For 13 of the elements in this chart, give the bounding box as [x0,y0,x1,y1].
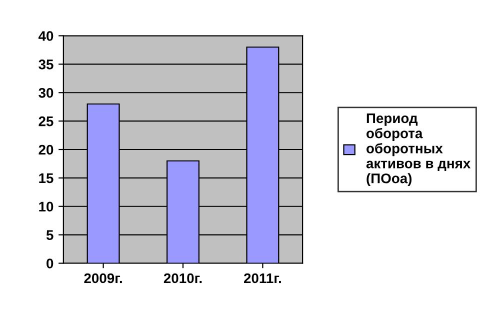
y-tick-label: 40 [38,31,54,41]
y-tick-label: 10 [39,202,54,212]
x-tick-label: 2010г. [164,273,202,284]
y-tick-label: 25 [38,116,54,126]
x-tick-label: 2009г. [84,273,122,284]
y-tick-label: 30 [38,88,54,98]
y-tick-label: 15 [39,173,54,184]
y-tick-label: 20 [38,144,54,155]
x-tick-label: 2011г. [244,273,281,284]
y-tick-label: 0 [46,258,54,268]
y-tick-label: 5 [46,230,54,240]
legend-label: Период оборота оборотных активов в днях (ПОоа) [366,113,471,186]
y-tick-label: 35 [38,60,54,70]
